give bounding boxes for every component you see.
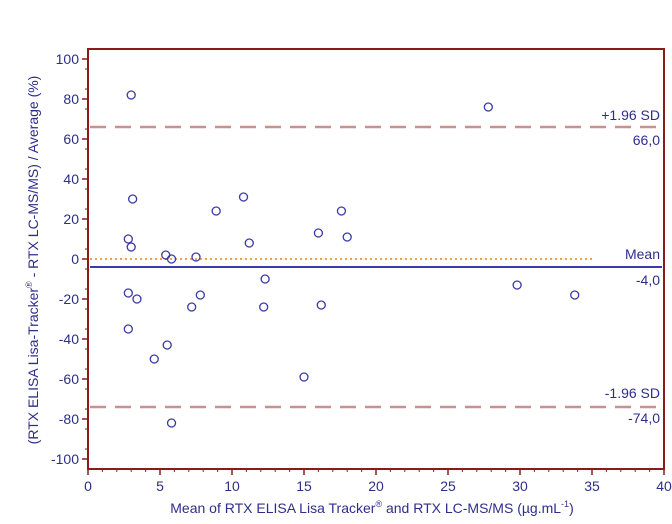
data-point (259, 302, 269, 312)
x-axis-label-superscript-1: ® (375, 499, 382, 509)
data-point (342, 232, 352, 242)
data-points (123, 90, 580, 428)
y-tick-label: -80 (59, 411, 79, 427)
data-point (195, 290, 205, 300)
data-point (162, 340, 172, 350)
data-point (336, 206, 347, 216)
y-tick-label: 20 (63, 211, 79, 227)
x-axis-label: Mean of RTX ELISA Lisa Tracker® and RTX … (170, 499, 573, 516)
y-tick-label: -40 (59, 331, 79, 347)
y-tick-label: 0 (71, 251, 79, 267)
data-point (127, 194, 138, 204)
upper-limit-value: 66,0 (633, 132, 660, 148)
y-axis-label: (RTX ELISA Lisa-Tracker® - RTX LC-MS/MS)… (24, 76, 41, 445)
data-point (512, 280, 522, 290)
x-tick-label: 25 (440, 478, 456, 494)
data-point (161, 250, 171, 260)
x-tick-label: 20 (368, 478, 384, 494)
data-point (191, 252, 201, 262)
data-point (244, 238, 254, 248)
data-point (126, 90, 136, 100)
x-tick-label: 0 (84, 478, 92, 494)
y-tick-label: 60 (63, 131, 79, 147)
data-point (316, 300, 326, 310)
data-point (123, 234, 133, 244)
data-point (149, 354, 159, 364)
x-tick-label: 10 (224, 478, 240, 494)
y-tick-label: 100 (56, 51, 80, 67)
lower-limit-label: -1.96 SD (605, 385, 660, 401)
x-axis-label-main: Mean of RTX ELISA Lisa Tracker (170, 500, 376, 516)
y-tick-label: -20 (59, 291, 79, 307)
y-tick-label: -100 (51, 451, 79, 467)
data-point (238, 192, 249, 202)
data-point (123, 324, 133, 334)
data-point (166, 418, 177, 428)
data-point (123, 288, 133, 298)
data-point (313, 228, 324, 238)
x-tick-label: 15 (296, 478, 312, 494)
reference-lines (90, 125, 662, 409)
y-tick-label: 80 (63, 91, 79, 107)
data-point (570, 290, 580, 300)
mean-label: Mean (625, 246, 660, 262)
x-axis-label-end: ) (569, 500, 574, 516)
y-tick-label: 40 (63, 171, 79, 187)
data-point (126, 242, 136, 252)
y-axis-label-superscript: ® (24, 281, 34, 288)
data-point (260, 274, 270, 284)
data-point (132, 294, 142, 304)
lower-limit-value: -74,0 (628, 410, 660, 426)
data-point (299, 372, 309, 382)
y-axis-label-main: (RTX ELISA Lisa-Tracker (25, 288, 41, 445)
data-point (483, 102, 493, 112)
x-axis-label-mid: and RTX LC-MS/MS (µg.mL (382, 500, 561, 516)
y-tick-label: -60 (59, 371, 79, 387)
data-point (166, 254, 177, 264)
data-point (187, 302, 197, 312)
y-axis-label-end: - RTX LC-MS/MS) / Average (%) (25, 76, 41, 282)
mean-value: -4,0 (636, 272, 660, 288)
x-tick-label: 40 (656, 478, 672, 494)
data-point (211, 206, 221, 216)
x-tick-label: 30 (512, 478, 528, 494)
axis-ticks: 100 80 60 40 20 0 -20 -40 -60 -80 -100 0 5 10 15 20 25 30… (51, 51, 672, 494)
x-tick-label: 5 (156, 478, 164, 494)
x-tick-label: 35 (584, 478, 600, 494)
upper-limit-label: +1.96 SD (601, 107, 660, 123)
x-axis-label-superscript-2: -1 (561, 499, 569, 509)
